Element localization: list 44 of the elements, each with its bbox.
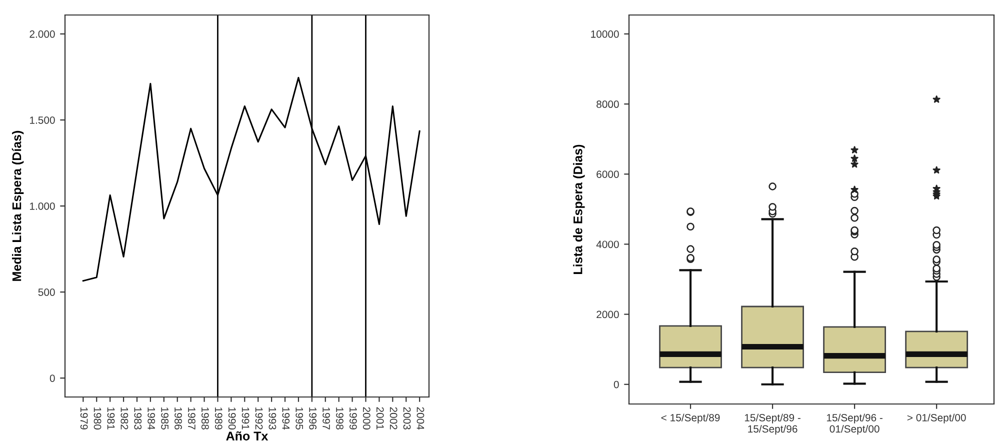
x-tick-label: 1992 <box>255 408 263 430</box>
x-tick-label: 1981 <box>107 408 115 430</box>
y-tick-label: 2.000 <box>30 30 55 38</box>
x-tick-label: 1996 <box>309 408 317 430</box>
x-tick-label: 2000 <box>362 407 370 430</box>
y-axis-title: Lista de Espera (Dias) <box>573 144 585 274</box>
x-tick-label: 1987 <box>188 408 196 430</box>
x-tick-label: 1997 <box>322 408 330 430</box>
x-tick-label: 2001 <box>376 407 384 430</box>
y-tick-label: 1.500 <box>30 116 55 124</box>
y-tick-label: 4000 <box>596 240 619 248</box>
x-tick-label: 1999 <box>350 408 357 430</box>
y-tick-label: 10000 <box>591 30 619 38</box>
x-tick-label: 2003 <box>403 407 411 430</box>
x-tick-label: 1993 <box>268 408 276 430</box>
x-tick-label: 1982 <box>120 408 128 430</box>
y-axis-title: Media Lista Espera (Días) <box>12 130 24 281</box>
y-tick-label: 8000 <box>596 100 619 108</box>
x-tick-label: 1986 <box>174 408 182 430</box>
y-tick-label: 1.000 <box>30 202 55 210</box>
x-tick-label: 1990 <box>228 408 236 430</box>
x-tick-label: < 15/Sept/89 <box>661 414 720 424</box>
x-tick-label: 1980 <box>94 408 102 430</box>
y-tick-label: 2000 <box>596 310 619 318</box>
y-tick-label: 0 <box>50 374 55 382</box>
x-tick-label: 2004 <box>416 407 424 430</box>
x-tick-label: > 01/Sept/00 <box>907 414 966 424</box>
x-tick-label: 15/Sept/96 - 01/Sept/00 <box>826 414 882 435</box>
x-tick-label: 1988 <box>201 408 209 430</box>
x-tick-label: 1984 <box>148 408 156 430</box>
x-tick-label: 1998 <box>336 408 344 430</box>
x-tick-label: 1985 <box>161 408 168 430</box>
x-tick-label: 1995 <box>296 408 304 430</box>
x-tick-label: 15/Sept/89 - 15/Sept/96 <box>744 414 800 435</box>
y-tick-label: 6000 <box>596 170 619 178</box>
y-tick-label: 500 <box>38 288 55 296</box>
x-tick-label: 1983 <box>134 408 142 430</box>
x-tick-label: 1991 <box>242 408 250 430</box>
x-tick-label: 1989 <box>214 408 222 430</box>
y-tick-label: 0 <box>614 380 619 388</box>
x-tick-label: 1994 <box>282 408 290 430</box>
x-tick-label: 1979 <box>80 408 88 430</box>
x-tick-label: 2002 <box>390 407 398 430</box>
x-axis-title: Año Tx <box>226 431 268 440</box>
